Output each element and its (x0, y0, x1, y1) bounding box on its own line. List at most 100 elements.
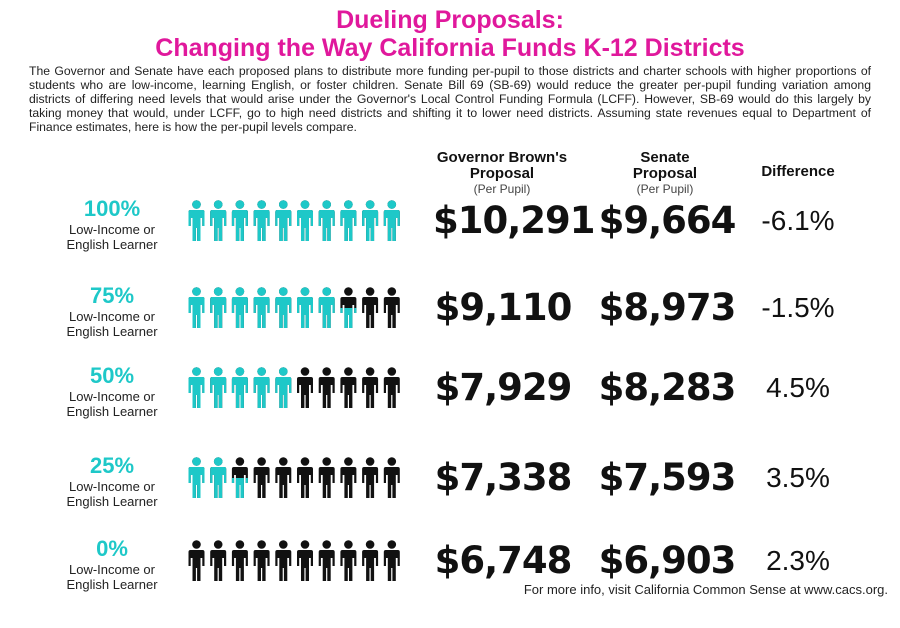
people-icon-group (188, 200, 400, 241)
person-icon (362, 200, 379, 241)
title-line-2: Changing the Way California Funds K-12 D… (155, 34, 745, 62)
person-icon (210, 287, 227, 328)
person-icon (383, 540, 400, 581)
person-icon (275, 540, 292, 581)
governor-amount: $10,291 (433, 199, 596, 242)
share-percent: 100% (83, 196, 141, 221)
governor-header-sub: (Per Pupil) (473, 182, 531, 196)
difference-value: -6.1% (761, 205, 835, 236)
governor-amount: $6,748 (434, 539, 573, 582)
senate-header-line1: Senate (640, 149, 690, 166)
person-icon (253, 367, 270, 408)
person-icon (210, 367, 227, 408)
share-label-line1: Low-Income or (69, 309, 155, 324)
people-icon-group (188, 367, 400, 408)
person-icon (253, 457, 270, 498)
people-icon-group (188, 540, 400, 581)
share-percent: 0% (96, 536, 128, 561)
footer-note: For more info, visit California Common S… (523, 582, 888, 597)
people-icon-group (188, 457, 400, 498)
senate-amount: $6,903 (598, 539, 737, 582)
person-icon (188, 287, 205, 328)
person-icon (188, 457, 205, 498)
person-icon (297, 540, 313, 581)
person-icon (275, 457, 292, 498)
person-icon (210, 457, 227, 498)
senate-amount: $7,593 (598, 456, 737, 499)
share-label-line1: Low-Income or (69, 222, 155, 237)
share-percent: 75% (89, 283, 135, 308)
senate-column-header: Senate Proposal (Per Pupil) (590, 149, 740, 197)
person-icon (340, 287, 357, 328)
senate-amount: $8,973 (598, 286, 737, 329)
person-icon (318, 287, 335, 328)
share-percent: 25% (89, 453, 135, 478)
person-icon (318, 457, 335, 498)
person-icon (231, 540, 248, 581)
share-label-line1: Low-Income or (69, 562, 155, 577)
share-label: Low-Income or English Learner (52, 562, 172, 592)
table-row: 0% Low-Income or English Learner $6,748 $6,9… (0, 538, 900, 628)
table-row: 25% Low-Income or English Learner $7,338 $7,… (0, 455, 900, 545)
person-icon (253, 540, 270, 581)
senate-amount: $9,664 (598, 199, 737, 242)
share-label-line1: Low-Income or (69, 479, 155, 494)
person-icon (253, 287, 270, 328)
governor-header-line1: Governor Brown's (436, 149, 568, 166)
person-icon (188, 200, 205, 241)
difference-value: 4.5% (766, 372, 830, 403)
person-icon (383, 200, 400, 241)
people-icon-group (188, 287, 400, 328)
share-label: Low-Income or English Learner (52, 222, 172, 252)
person-icon (318, 200, 335, 241)
person-icon (210, 540, 227, 581)
person-icon (231, 367, 248, 408)
share-label-line2: English Learner (66, 404, 158, 419)
title-line-1: Dueling Proposals: (336, 6, 564, 34)
senate-header-sub: (Per Pupil) (636, 182, 694, 196)
intro-text: The Governor and Senate have each propos… (29, 64, 871, 134)
difference-column-header: Difference (761, 163, 835, 180)
senate-header-line2: Proposal (632, 165, 698, 182)
person-icon (362, 457, 379, 498)
person-icon (383, 457, 400, 498)
person-icon (383, 367, 400, 408)
share-label-line2: English Learner (66, 324, 158, 339)
person-icon (297, 200, 313, 241)
share-label: Low-Income or English Learner (52, 479, 172, 509)
person-icon (362, 367, 379, 408)
table-row: 100% Low-Income or English Learner $10,291 $… (0, 198, 900, 288)
person-icon (318, 367, 335, 408)
share-label-line2: English Learner (66, 237, 158, 252)
governor-header-line2: Proposal (469, 165, 535, 182)
person-icon (275, 367, 292, 408)
senate-amount: $8,283 (598, 366, 737, 409)
difference-value: -1.5% (761, 292, 835, 323)
table-row: 75% Low-Income or English Learner $9,110 $8,… (0, 285, 900, 375)
person-icon (275, 287, 292, 328)
person-icon (362, 287, 379, 328)
person-icon (188, 367, 205, 408)
share-label-line2: English Learner (66, 494, 158, 509)
person-icon (231, 200, 248, 241)
person-icon (340, 540, 357, 581)
person-icon (340, 367, 357, 408)
person-icon (340, 457, 357, 498)
governor-amount: $9,110 (434, 286, 573, 329)
share-label-line1: Low-Income or (69, 389, 155, 404)
share-label: Low-Income or English Learner (52, 389, 172, 419)
governor-column-header: Governor Brown's Proposal (Per Pupil) (418, 149, 586, 197)
person-icon (383, 287, 400, 328)
person-icon (297, 367, 313, 408)
table-row: 50% Low-Income or English Learner $7,929 $8,… (0, 365, 900, 455)
share-label: Low-Income or English Learner (52, 309, 172, 339)
governor-amount: $7,338 (434, 456, 573, 499)
person-icon (188, 540, 205, 581)
person-icon (253, 200, 270, 241)
person-icon (340, 200, 357, 241)
governor-amount: $7,929 (434, 366, 573, 409)
difference-value: 2.3% (766, 545, 830, 576)
person-icon (210, 200, 227, 241)
person-icon (275, 200, 292, 241)
person-icon (297, 287, 313, 328)
